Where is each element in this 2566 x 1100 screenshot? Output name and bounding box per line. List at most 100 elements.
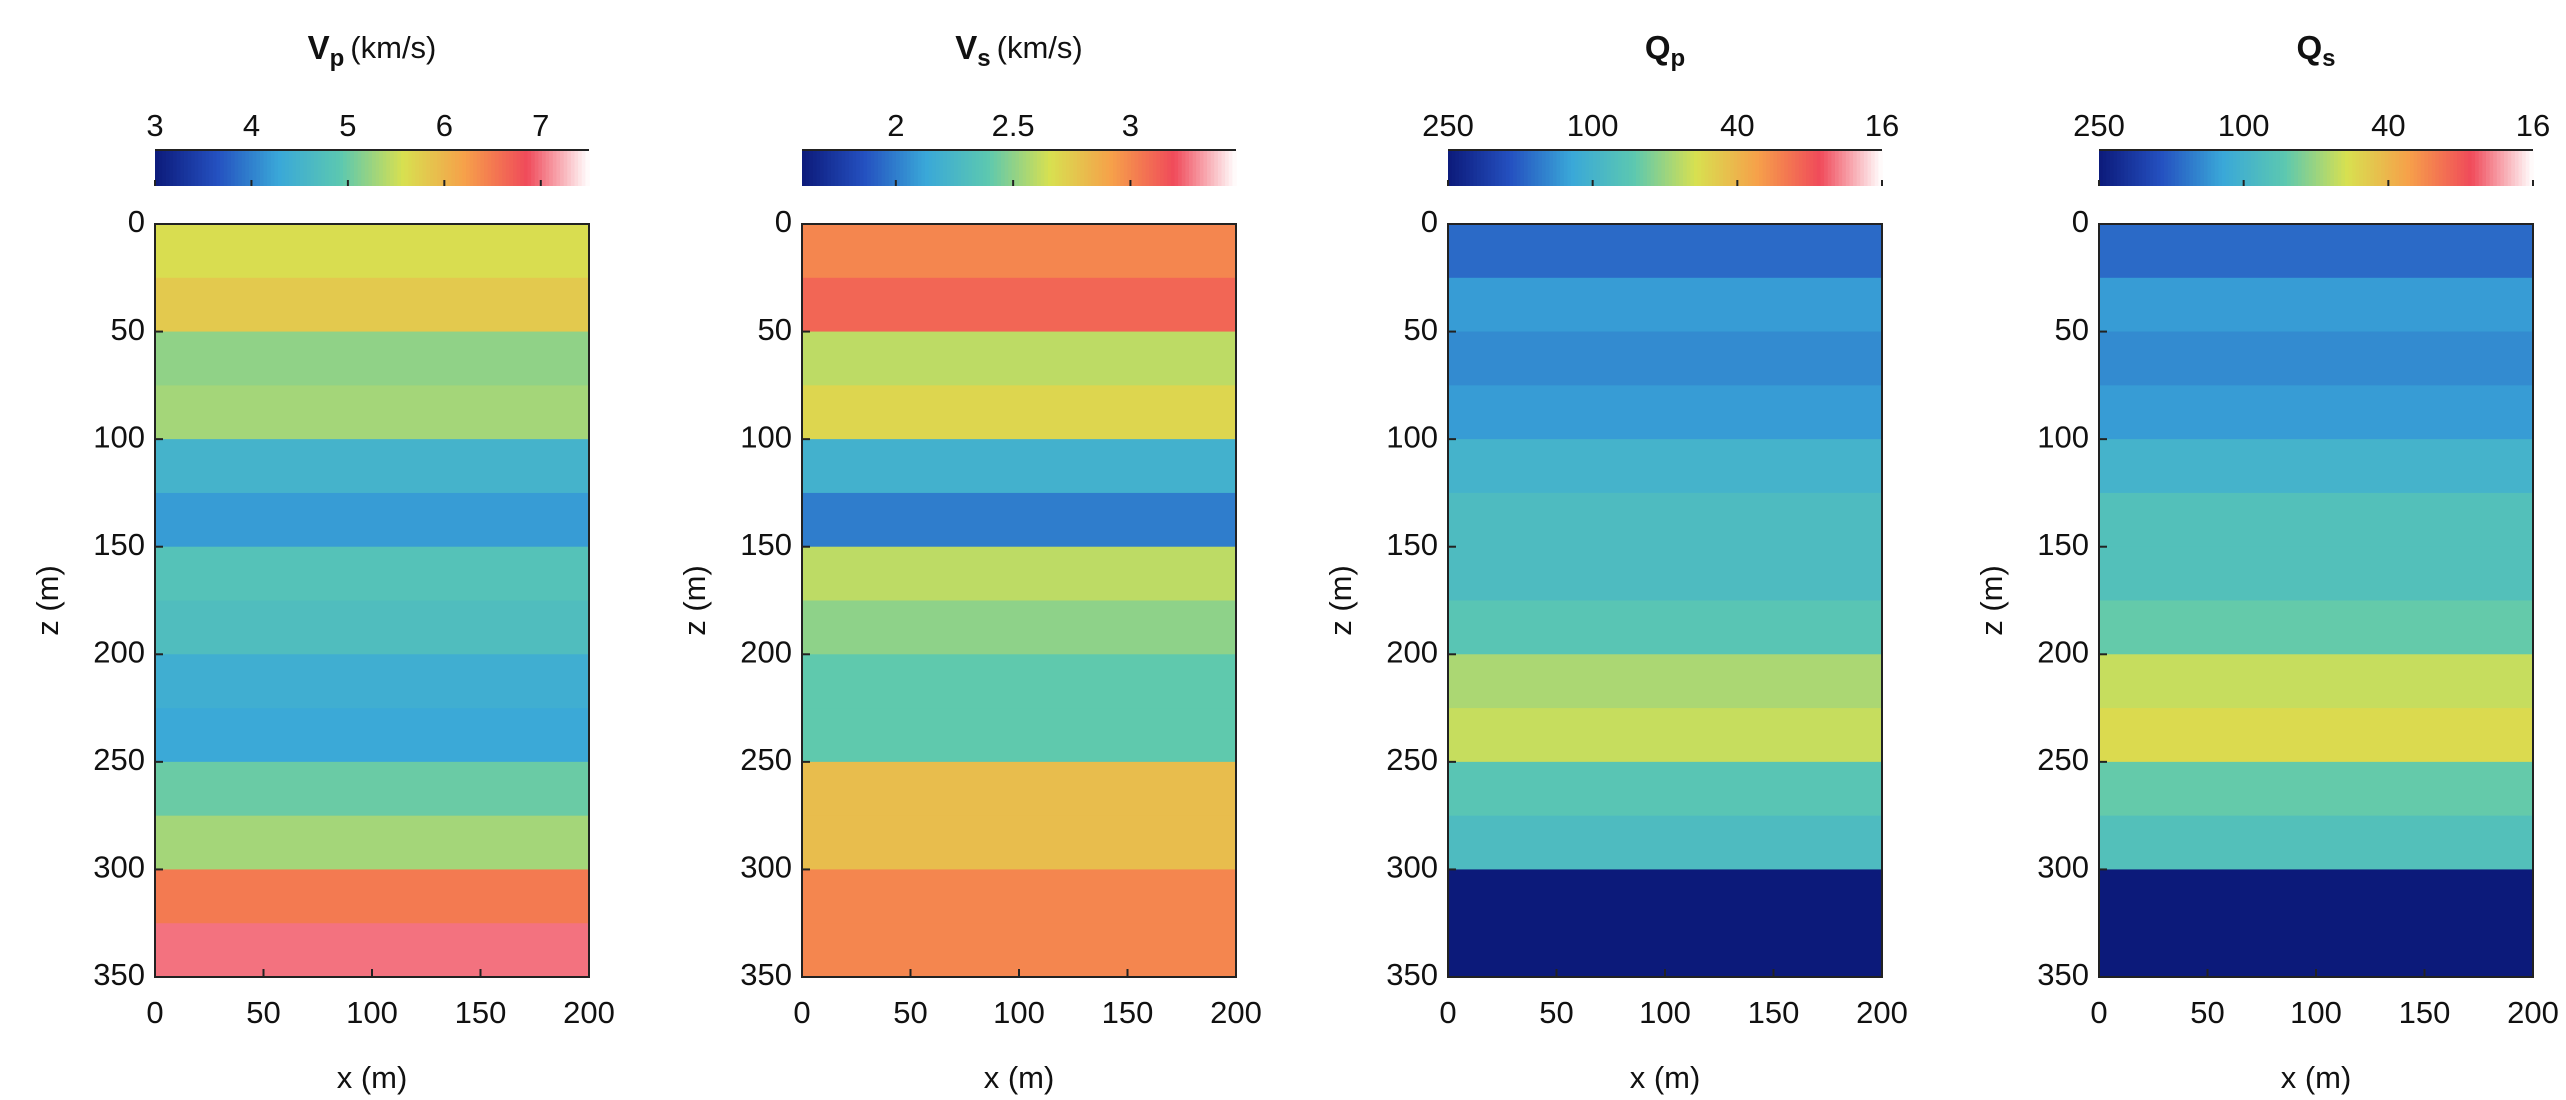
colorbar-cell — [2529, 150, 2534, 186]
colorbar-cell — [1019, 150, 1024, 186]
colorbar-cell — [928, 150, 933, 186]
colorbar-cell — [1596, 150, 1601, 186]
colorbar-cell — [1170, 150, 1176, 186]
colorbar-cell — [180, 150, 185, 186]
colorbar-cell — [259, 150, 265, 186]
heatmap-layer — [2099, 224, 2533, 279]
x-tick-label: 150 — [2399, 995, 2451, 1030]
colorbar-cell — [1123, 150, 1129, 186]
colorbar-cell — [2109, 150, 2115, 186]
heatmap-layer — [1448, 385, 1882, 440]
colorbar-cell — [834, 150, 839, 186]
colorbar-cell — [1181, 150, 1187, 186]
colorbar-cell — [1469, 150, 1475, 186]
colorbar-cell — [1131, 150, 1136, 186]
colorbar-cell — [332, 150, 337, 186]
colorbar-cell — [917, 150, 923, 186]
colorbar-tick-label: 250 — [1422, 108, 1474, 143]
heatmap-layer — [802, 654, 1236, 709]
y-tick-label: 200 — [740, 634, 792, 669]
heatmap-layer — [802, 815, 1236, 870]
colorbar-cell — [939, 150, 944, 186]
colorbar-cell — [1549, 150, 1554, 186]
colorbar-cell — [2413, 150, 2419, 186]
colorbar-cell — [1015, 150, 1020, 186]
colorbar-cell — [2428, 150, 2433, 186]
colorbar-cell — [982, 150, 988, 186]
y-tick-label: 250 — [1386, 742, 1438, 777]
colorbar-cell — [2337, 150, 2343, 186]
heatmap-layer — [802, 869, 1236, 924]
colorbar-cell — [1232, 150, 1237, 186]
colorbar-cell — [350, 150, 355, 186]
colorbar-cell — [914, 150, 919, 186]
colorbar-cell — [2435, 150, 2440, 186]
colorbar-cell — [444, 150, 449, 186]
colorbar-cell — [1527, 150, 1532, 186]
y-tick-label: 350 — [2037, 957, 2089, 992]
colorbar-cell — [2124, 150, 2129, 186]
colorbar-cell — [1480, 150, 1485, 186]
colorbar-cell — [187, 150, 192, 186]
y-tick-label: 100 — [93, 419, 145, 454]
y-tick-label: 300 — [1386, 850, 1438, 885]
colorbar-cell — [1675, 150, 1681, 186]
colorbar-cell — [205, 150, 211, 186]
colorbar-cell — [578, 150, 583, 186]
colorbar-cell — [2232, 150, 2238, 186]
x-tick-label: 200 — [2507, 995, 2559, 1030]
colorbar-cell — [1845, 150, 1851, 186]
colorbar-cell — [162, 150, 167, 186]
colorbar-cell — [2496, 150, 2502, 186]
colorbar-cell — [2417, 150, 2422, 186]
colorbar-cell — [1026, 150, 1031, 186]
colorbar-cell — [372, 150, 377, 186]
colorbar-cell — [335, 150, 341, 186]
x-tick-label: 0 — [1439, 995, 1456, 1030]
heatmap-layer — [1448, 224, 1882, 279]
y-tick-label: 250 — [740, 742, 792, 777]
y-tick-label: 50 — [111, 312, 145, 347]
colorbar-cell — [270, 150, 276, 186]
colorbar-cell — [545, 150, 551, 186]
y-tick-label: 350 — [1386, 957, 1438, 992]
colorbar-cell — [1672, 150, 1677, 186]
colorbar-cell — [296, 150, 301, 186]
colorbar-cell — [2370, 150, 2375, 186]
heatmap-layer — [2099, 923, 2533, 978]
colorbar-cell — [2406, 150, 2411, 186]
colorbar-cell — [353, 150, 359, 186]
colorbar-cell — [1098, 150, 1103, 186]
colorbar-cell — [1037, 150, 1042, 186]
colorbar-cell — [863, 150, 868, 186]
colorbar-cell — [502, 150, 507, 186]
colorbar-cell — [1080, 150, 1085, 186]
colorbar-cell — [1581, 150, 1587, 186]
colorbar-cell — [310, 150, 315, 186]
colorbar-cell — [1795, 150, 1800, 186]
colorbar-cell — [2507, 150, 2513, 186]
y-tick-label: 150 — [740, 527, 792, 562]
colorbar-cell — [892, 150, 897, 186]
colorbar-cell — [1113, 150, 1118, 186]
colorbar-cell — [1744, 150, 1749, 186]
colorbar-cell — [1686, 150, 1692, 186]
heatmap-layer — [1448, 331, 1882, 386]
colorbar-cell — [2247, 150, 2252, 186]
y-tick-label: 200 — [2037, 634, 2089, 669]
colorbar-cell — [346, 150, 352, 186]
colorbar-cell — [2359, 150, 2364, 186]
colorbar-cell — [1813, 150, 1818, 186]
colorbar-cell — [2283, 150, 2288, 186]
colorbar-cell — [1733, 150, 1739, 186]
heatmap-layer — [155, 439, 589, 494]
colorbar-cell — [220, 150, 225, 186]
colorbar-cell — [422, 150, 428, 186]
colorbar-cell — [2453, 150, 2458, 186]
colorbar-cell — [1668, 150, 1674, 186]
colorbar-cell — [812, 150, 818, 186]
colorbar-cell — [1820, 150, 1825, 186]
colorbar-cell — [267, 150, 272, 186]
colorbar-cell — [469, 150, 475, 186]
